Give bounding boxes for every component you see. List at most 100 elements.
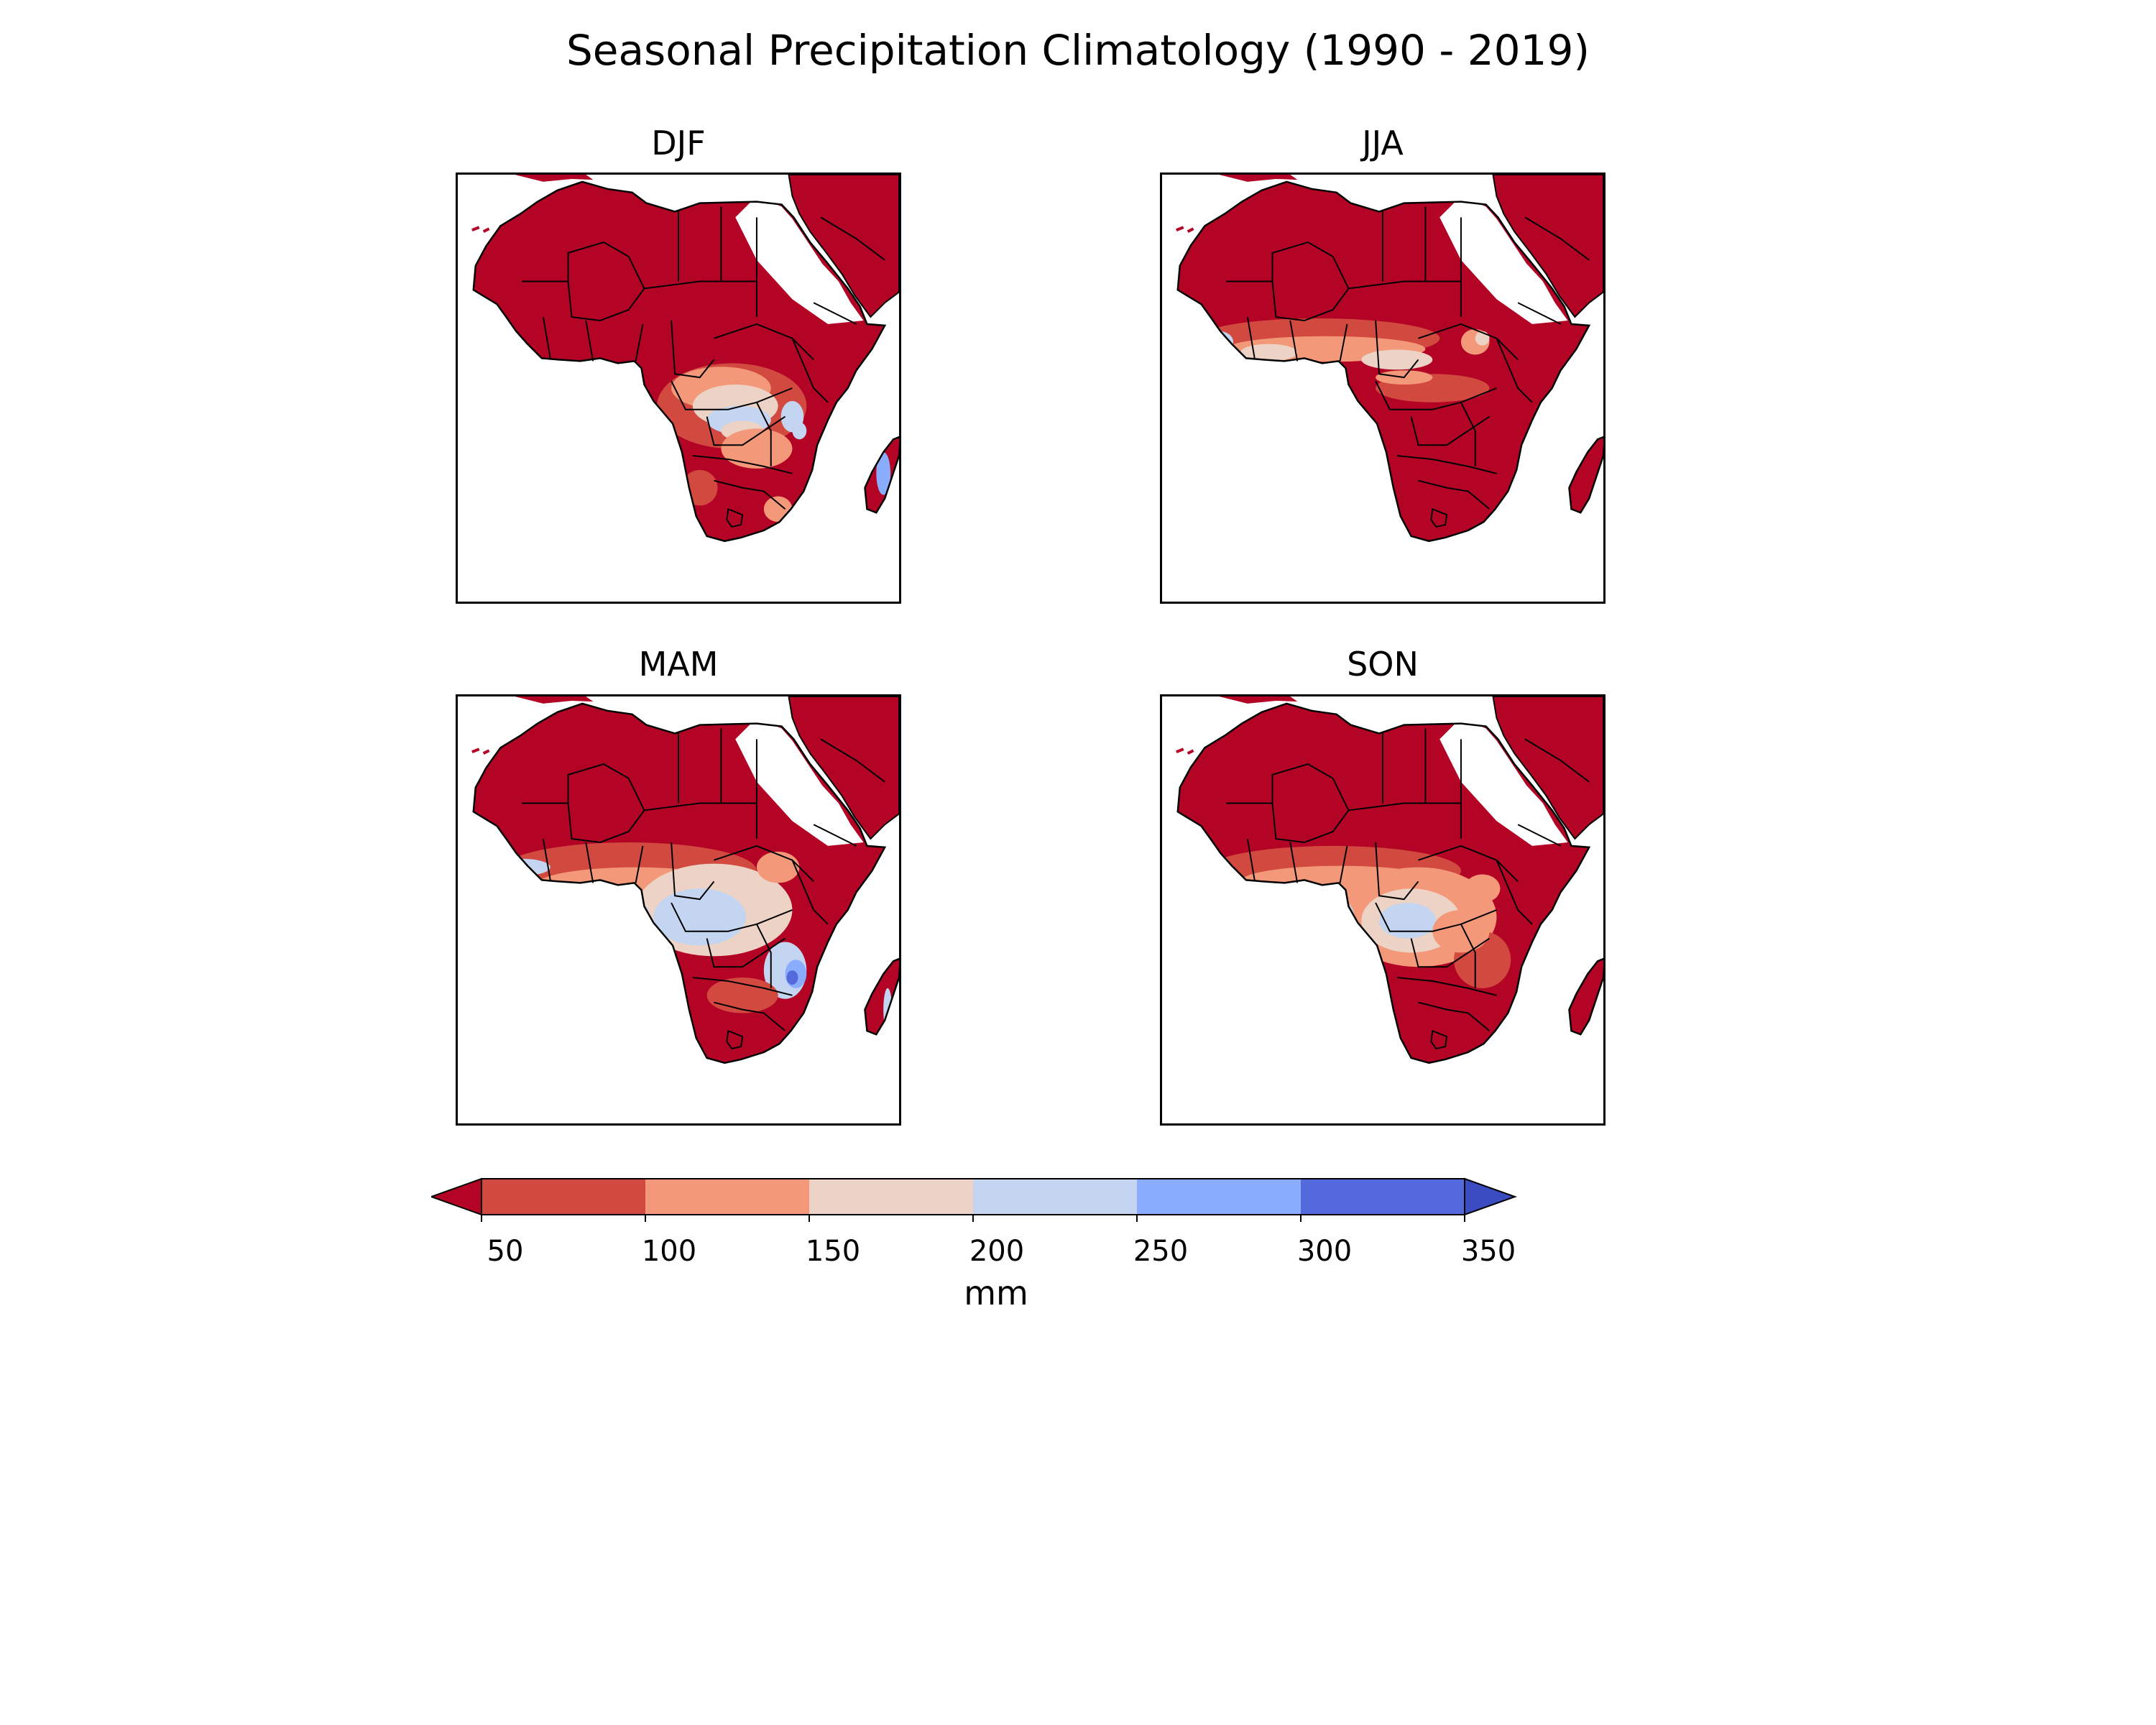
- precip-field: [1204, 845, 1511, 988]
- colorbar-tick-100: 100: [641, 1235, 697, 1268]
- country-border-6: [635, 845, 644, 883]
- africa-coastline: [1176, 702, 1591, 1064]
- africa-coastline: [472, 180, 887, 543]
- country-border-0: [522, 241, 630, 282]
- country-border-9: [671, 380, 793, 410]
- country-border-17: [1496, 860, 1533, 925]
- map-panel-jja: [1160, 172, 1606, 604]
- colorbar-tick-150: 150: [805, 1235, 861, 1268]
- precip-contour-7: [1204, 860, 1227, 881]
- country-border-18: [813, 302, 857, 325]
- country-border-14: [726, 1029, 744, 1050]
- precip-contour-4: [593, 896, 650, 939]
- precip-contour-5: [493, 858, 550, 876]
- country-border-13: [714, 479, 786, 510]
- colorbar-tick-50: 50: [487, 1235, 524, 1268]
- country-border-0: [1226, 763, 1334, 804]
- country-border-16: [542, 838, 551, 880]
- country-border-10: [1410, 937, 1491, 968]
- country-border-10: [706, 415, 786, 446]
- country-border-19: [1524, 738, 1590, 783]
- panel-title-djf: DJF: [651, 124, 706, 162]
- map-son: [1176, 696, 1603, 1064]
- mediterranean-sea: [586, 696, 686, 712]
- precip-contour-5: [1361, 349, 1433, 370]
- country-border-13: [1418, 1001, 1491, 1032]
- country-border-12: [1396, 455, 1497, 474]
- map-panel-mam: [456, 694, 901, 1126]
- colorbar-bin-150-200: [809, 1179, 973, 1215]
- country-border-19: [1524, 216, 1590, 261]
- colorbar-tick-300: 300: [1296, 1235, 1353, 1268]
- africa-coastline: [1176, 180, 1591, 543]
- country-border-11: [1460, 402, 1476, 466]
- country-border-8: [1418, 323, 1519, 361]
- canary-islands: [1176, 748, 1194, 755]
- colorbar-extend-under: [431, 1177, 482, 1216]
- country-border-7: [1375, 842, 1419, 901]
- madagascar-coastline: [864, 957, 899, 1036]
- country-border-17: [791, 860, 829, 925]
- country-border-2: [1332, 778, 1350, 811]
- arabia-landmass: [788, 175, 899, 318]
- red-sea: [735, 196, 864, 324]
- precip-contour-10: [876, 452, 891, 495]
- country-border-18: [813, 824, 857, 847]
- country-border-19: [820, 738, 885, 783]
- panel-title-mam: MAM: [638, 645, 719, 684]
- country-border-14: [1430, 1029, 1448, 1050]
- colorbar-tick-250: 250: [1133, 1235, 1189, 1268]
- mediterranean-sea: [1290, 175, 1390, 190]
- madagascar-landmass: [1569, 959, 1603, 1035]
- canary-islands: [471, 748, 490, 755]
- map-jja: [1176, 175, 1603, 543]
- country-border-11: [1460, 924, 1476, 988]
- madagascar-coastline: [864, 436, 899, 514]
- country-border-0: [1226, 241, 1334, 282]
- country-border-12: [692, 977, 793, 996]
- africa-coastline: [472, 702, 887, 1064]
- country-border-10: [1410, 415, 1491, 446]
- country-border-1: [1271, 802, 1461, 843]
- country-border-15: [1289, 320, 1299, 362]
- map-panel-djf: [456, 172, 901, 604]
- country-border-14: [726, 507, 744, 528]
- precip-contour-8: [1464, 874, 1501, 903]
- country-border-7: [671, 842, 715, 901]
- mediterranean-sea: [586, 175, 686, 190]
- colorbar-bin-50-100: [482, 1179, 645, 1215]
- country-border-19: [820, 216, 885, 261]
- country-border-9: [1375, 380, 1497, 410]
- figure-title: Seasonal Precipitation Climatology (1990…: [566, 26, 1590, 75]
- colorbar: [431, 1177, 1517, 1222]
- precip-contour-5: [721, 428, 793, 469]
- country-border-11: [756, 402, 772, 466]
- country-border-10: [706, 937, 786, 968]
- country-border-17: [791, 338, 829, 403]
- colorbar-bin-100-150: [645, 1179, 809, 1215]
- red-sea: [735, 717, 864, 846]
- country-border-1: [1271, 280, 1461, 321]
- panel-title-son: SON: [1347, 645, 1419, 684]
- precip-contour-6: [1314, 903, 1337, 924]
- madagascar-coastline: [1568, 436, 1603, 514]
- arabia-landmass: [1492, 175, 1603, 318]
- country-border-17: [1496, 338, 1533, 403]
- country-border-7: [671, 320, 715, 379]
- country-border-1: [567, 280, 757, 321]
- colorbar-bin-300-350: [1301, 1179, 1465, 1215]
- country-border-15: [1289, 842, 1299, 883]
- country-border-16: [1246, 838, 1256, 880]
- precip-contour-9: [756, 851, 800, 883]
- country-border-6: [1339, 323, 1348, 362]
- precip-contour-3: [653, 888, 747, 946]
- country-border-1: [567, 802, 757, 843]
- arabia-landmass: [788, 696, 899, 840]
- country-border-13: [714, 1001, 786, 1032]
- country-border-8: [714, 323, 814, 361]
- country-border-11: [756, 924, 772, 988]
- country-border-16: [542, 316, 551, 359]
- country-border-15: [585, 320, 594, 362]
- precip-contour-10: [1432, 910, 1490, 953]
- madagascar-coastline: [1568, 957, 1603, 1036]
